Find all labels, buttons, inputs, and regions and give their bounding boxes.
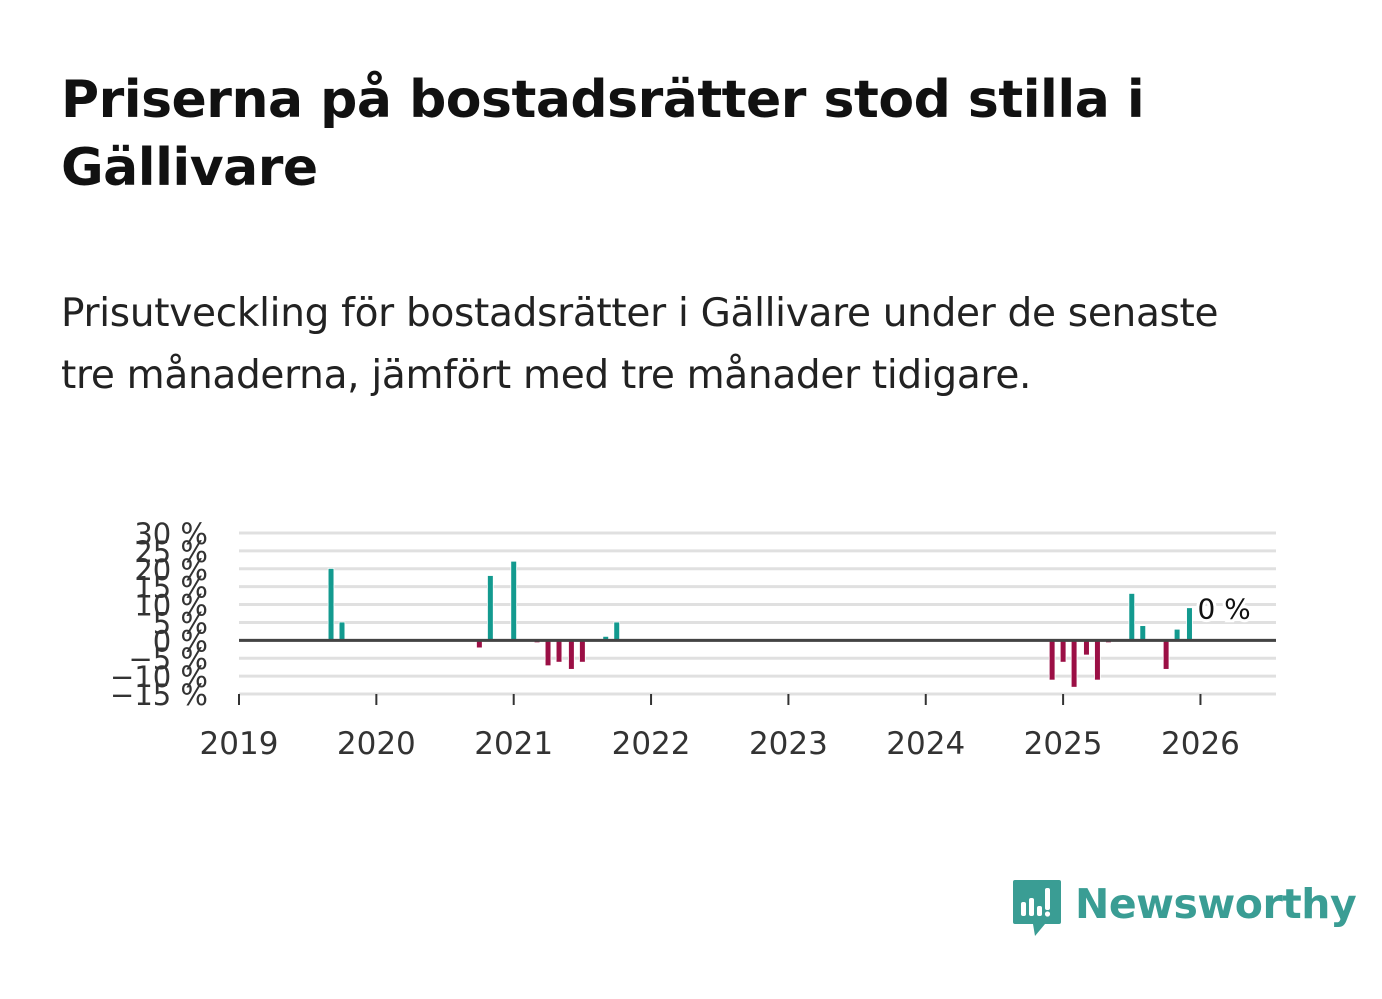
bar-negative xyxy=(544,639,552,667)
y-tick-label: 10 % xyxy=(134,589,208,623)
x-tick-label: 2022 xyxy=(612,726,691,762)
x-tick-label: 2026 xyxy=(1161,726,1240,762)
bar-positive xyxy=(1139,625,1147,642)
x-tick-label: 2021 xyxy=(474,726,553,762)
bar-negative xyxy=(579,639,586,663)
bar-negative xyxy=(1083,639,1090,656)
x-tick-label: 2020 xyxy=(337,726,416,762)
newsworthy-logo-text: Newsworthy xyxy=(1075,880,1357,928)
y-tick-label: 5 % xyxy=(153,606,208,640)
bar-negative xyxy=(1059,639,1067,663)
y-tick-label: 20 % xyxy=(134,553,208,587)
y-tick-label: −5 % xyxy=(128,642,208,676)
chart-subtitle: Prisutveckling för bostadsrätter i Gälli… xyxy=(61,291,1219,398)
data-bars xyxy=(327,560,1193,688)
bar-positive xyxy=(327,568,335,642)
grid-lines xyxy=(239,531,1276,696)
bar-positive xyxy=(1173,628,1181,642)
bar-negative xyxy=(555,639,563,663)
y-tick-label: −15 % xyxy=(110,678,208,712)
bar-positive xyxy=(1128,593,1136,642)
bar-positive xyxy=(487,575,494,642)
y-tick-label: −10 % xyxy=(110,660,208,694)
y-tick-label: 25 % xyxy=(134,535,208,569)
chart-title: Priserna på bostadsrätter stod stilla i … xyxy=(61,70,1145,198)
y-tick-label: 0 % xyxy=(153,624,208,658)
x-tick-label: 2024 xyxy=(886,726,965,762)
annotation-label: 0 % xyxy=(1197,592,1250,625)
newsworthy-logo: Newsworthy xyxy=(1011,878,1357,940)
bar-positive xyxy=(1186,607,1193,642)
y-axis-tick-labels: 30 %25 %20 %15 %10 %5 %0 %−5 %−10 %−15 % xyxy=(110,517,208,712)
y-tick-label: 30 % xyxy=(134,517,208,551)
last-value-annotation: 0 % xyxy=(1194,589,1253,628)
x-axis: 2019 2020 2021 2022 2023 2024 2025 2026 xyxy=(200,694,1240,762)
bar-positive xyxy=(338,621,346,642)
bar-negative xyxy=(1094,639,1101,681)
x-tick-label: 2023 xyxy=(749,726,828,762)
newsworthy-logo-icon xyxy=(1013,880,1061,936)
y-tick-label: 15 % xyxy=(134,571,208,605)
x-tick-label: 2025 xyxy=(1024,726,1103,762)
x-tick-label: 2019 xyxy=(200,726,279,762)
bar-chart: 30 %25 %20 %15 %10 %5 %0 %−5 %−10 %−15 %… xyxy=(110,517,1276,762)
bar-negative xyxy=(1070,639,1078,688)
bar-positive xyxy=(510,560,517,642)
bar-negative xyxy=(568,639,575,670)
bar-negative xyxy=(1162,639,1170,670)
bar-negative xyxy=(1048,639,1056,681)
bar-positive xyxy=(613,621,620,642)
